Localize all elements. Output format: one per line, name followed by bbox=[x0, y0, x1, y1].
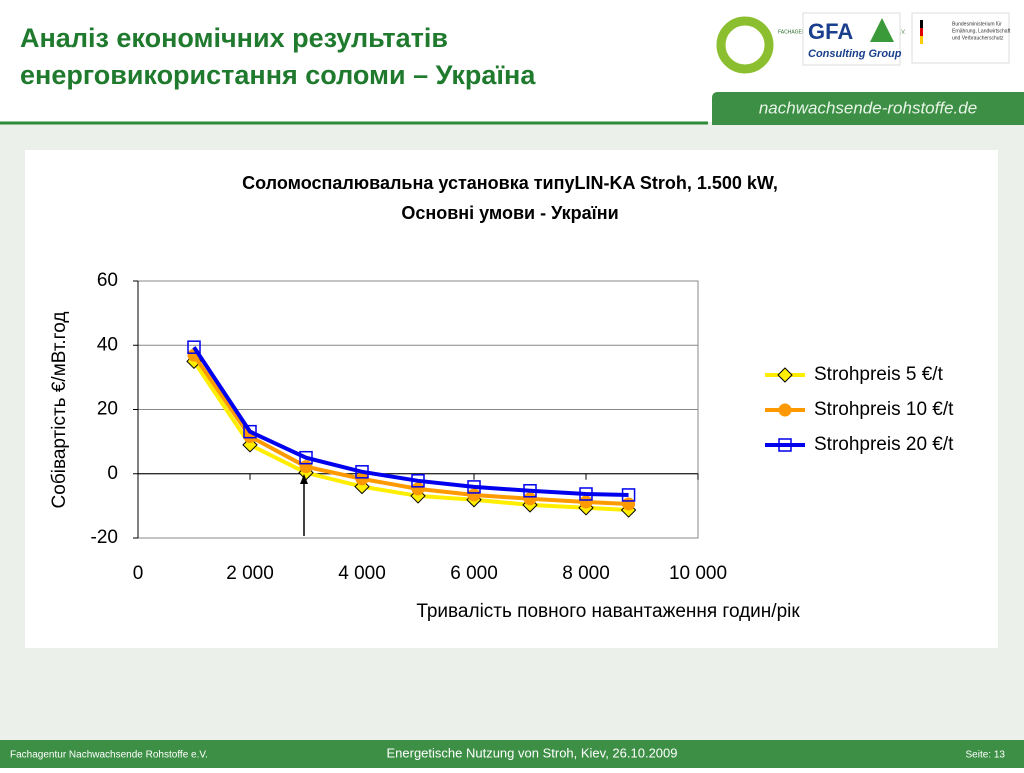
x-tick-label: 10 000 bbox=[669, 563, 727, 584]
footer-center: Energetische Nutzung von Stroh, Kiev, 26… bbox=[386, 745, 677, 760]
logo-shape bbox=[870, 18, 894, 42]
footer-band bbox=[0, 740, 1024, 768]
logo-text: und Verbraucherschutz bbox=[952, 35, 1004, 41]
marker bbox=[411, 474, 425, 488]
legend-label: Strohpreis 10 €/t bbox=[814, 399, 954, 420]
marker bbox=[523, 492, 537, 506]
slide-title: Аналіз економічних результатів bbox=[20, 23, 448, 53]
website-band bbox=[712, 92, 1024, 125]
chart-title: Соломоспалювальна установка типуLIN-KA S… bbox=[242, 173, 778, 193]
flag bbox=[920, 20, 923, 28]
marker bbox=[622, 497, 636, 511]
x-tick-label: 4 000 bbox=[338, 563, 386, 584]
x-tick-label: 0 bbox=[133, 563, 144, 584]
logo-shape bbox=[716, 16, 774, 74]
logo-text: Bundesministerium für bbox=[952, 21, 1002, 27]
logo-bmelv: Bundesministerium für Ernährung, Landwir… bbox=[911, 12, 1011, 64]
legend-label: Strohpreis 5 €/t bbox=[814, 364, 944, 385]
flag bbox=[920, 36, 923, 44]
x-tick-label: 8 000 bbox=[562, 563, 610, 584]
series-line bbox=[192, 346, 629, 497]
x-tick-label: 6 000 bbox=[450, 563, 498, 584]
marker bbox=[411, 482, 425, 496]
marker bbox=[355, 465, 369, 479]
y-tick-label: 60 bbox=[97, 270, 118, 291]
logo-text: GFA bbox=[808, 19, 853, 44]
marker bbox=[523, 484, 537, 498]
logo-gfa: GFA Consulting Group bbox=[802, 12, 902, 66]
logo-text: Ernährung, Landwirtschaft bbox=[952, 28, 1011, 34]
marker bbox=[467, 488, 481, 502]
website: nachwachsende-rohstoffe.de bbox=[759, 98, 977, 117]
marker bbox=[467, 480, 481, 494]
y-tick-label: 0 bbox=[107, 463, 118, 484]
footer-right: Seite: 13 bbox=[966, 750, 1006, 761]
legend-marker bbox=[777, 367, 793, 383]
y-tick-label: 40 bbox=[97, 334, 118, 355]
flag bbox=[920, 28, 923, 36]
marker bbox=[579, 487, 593, 501]
annotation-arrowhead bbox=[300, 474, 308, 484]
marker bbox=[243, 424, 257, 439]
slide-title: енерговикористання соломи – Україна bbox=[20, 60, 536, 90]
marker bbox=[579, 495, 593, 509]
marker bbox=[299, 450, 313, 465]
x-axis-label: Тривалість повного навантаження годин/рі… bbox=[416, 601, 800, 622]
y-axis-label: Собівартість €/мВт.год bbox=[49, 312, 70, 509]
marker bbox=[299, 460, 313, 474]
footer-left: Fachagentur Nachwachsende Rohstoffe e.V. bbox=[10, 750, 208, 761]
plot: -20 0 20 40 60 0 2 000 4 000 6 000 8 000 10 000 bbox=[91, 270, 728, 584]
marker bbox=[187, 340, 201, 354]
legend-marker bbox=[778, 438, 792, 452]
y-tick-label: -20 bbox=[91, 527, 118, 548]
legend-marker bbox=[778, 403, 792, 417]
legend-label: Strohpreis 20 €/t bbox=[814, 434, 954, 455]
logo-box bbox=[911, 12, 1010, 64]
marker bbox=[621, 488, 636, 502]
chart-title: Основні умови - України bbox=[401, 203, 618, 223]
logo-text: Consulting Group bbox=[808, 48, 902, 60]
y-tick-label: 20 bbox=[97, 399, 118, 420]
x-tick-label: 2 000 bbox=[226, 563, 274, 584]
marker bbox=[355, 472, 369, 486]
